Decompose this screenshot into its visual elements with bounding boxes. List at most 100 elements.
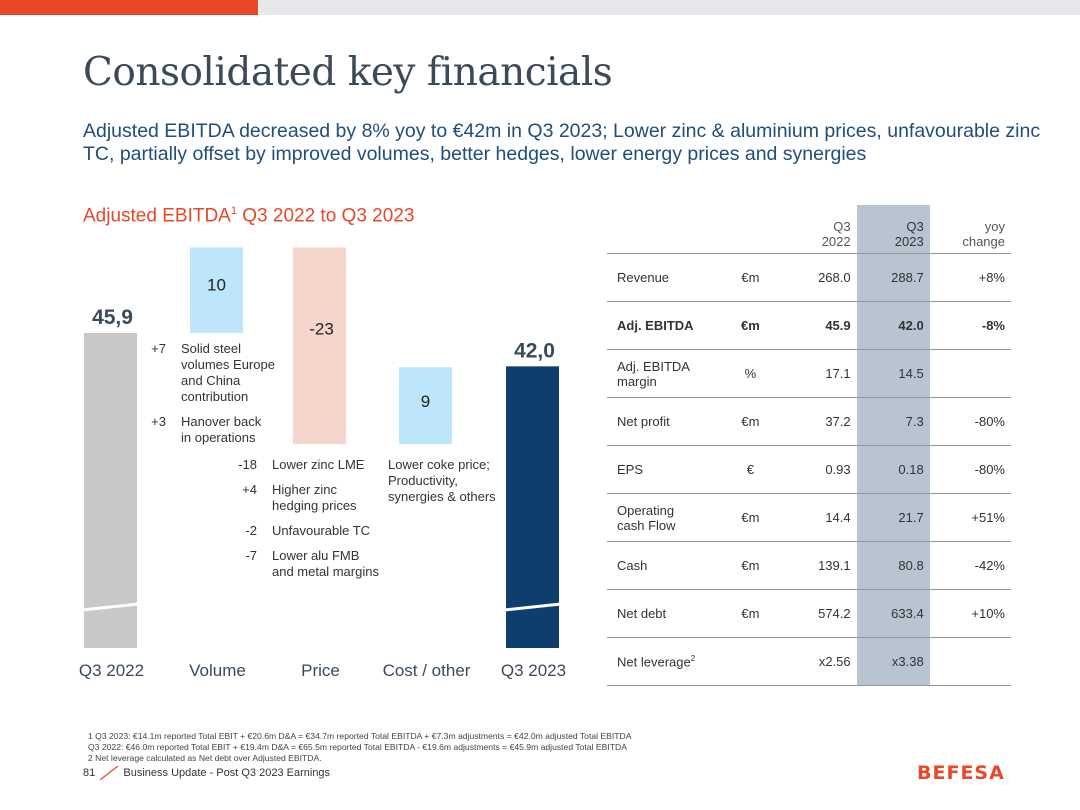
bar-cost-other — [399, 367, 452, 445]
row-label: Adj. EBITDA margin — [607, 349, 723, 398]
row-unit: €m — [722, 589, 779, 638]
row-unit: €m — [722, 253, 779, 302]
category-label-0: Q3 2022 — [79, 661, 144, 680]
row-unit — [722, 637, 779, 686]
row-label: Adj. EBITDA — [607, 301, 723, 350]
driver-text: Hanover back in operations — [181, 414, 262, 445]
row-q3-2022: 0.93 — [778, 445, 857, 494]
row-yoy-change: +8% — [929, 253, 1011, 302]
table-row: Net leverage2 x2.56 x3.38 — [607, 637, 1011, 686]
chart-title-rest: Q3 2022 to Q3 2023 — [236, 205, 415, 227]
row-q3-2023: 21.7 — [856, 493, 930, 542]
chart-title: Adjusted EBITDA1 Q3 2022 to Q3 2023 — [83, 205, 414, 227]
page-subtitle: Adjusted EBITDA decreased by 8% yoy to €… — [83, 120, 1041, 165]
row-q3-2022: 574.2 — [778, 589, 857, 638]
row-q3-2023: 42.0 — [856, 301, 930, 350]
category-label-1: Volume — [189, 661, 246, 680]
row-q3-2022: 139.1 — [778, 541, 857, 590]
footnote-1b: Q3 2022: €46.0m reported Total EBIT + €1… — [88, 742, 627, 752]
value-label-2: -23 — [309, 320, 334, 339]
bar-q3-2022 — [84, 333, 137, 648]
cost-note: Lower coke price; Productivity, synergies … — [388, 457, 496, 504]
table-row: Cash €m 139.1 80.8 -42% — [607, 541, 1011, 590]
category-label-2: Price — [301, 661, 340, 680]
befesa-logo: BEFESA — [917, 762, 1005, 784]
row-q3-2023: 7.3 — [856, 397, 930, 446]
row-label: Operating cash Flow — [607, 493, 723, 542]
row-yoy-change: +10% — [929, 589, 1011, 638]
driver-value: +3 — [151, 414, 166, 429]
row-unit: €m — [722, 301, 779, 350]
row-label: Net leverage2 — [607, 637, 723, 686]
header-yoy-change: yoy change — [929, 205, 1011, 254]
chart-title-main: Adjusted EBITDA — [83, 205, 231, 227]
row-yoy-change: +51% — [929, 493, 1011, 542]
row-label: EPS — [607, 445, 723, 494]
driver-value: -7 — [245, 548, 257, 563]
driver-text: Lower zinc LME — [272, 457, 365, 472]
category-label-4: Q3 2023 — [501, 661, 566, 680]
bar-price — [293, 247, 346, 445]
top-accent-bar — [0, 0, 258, 15]
row-label: Net profit — [607, 397, 723, 446]
driver-text: Solid steel volumes Europe and China contri… — [181, 341, 275, 404]
row-q3-2022: 268.0 — [778, 253, 857, 302]
footer-slash-icon — [99, 766, 119, 780]
bar-volume — [190, 247, 243, 333]
row-yoy-change — [929, 349, 1011, 398]
chart-title-footnote-marker: 1 — [230, 205, 237, 217]
row-q3-2022: 14.4 — [778, 493, 857, 542]
row-q3-2023: x3.38 — [856, 637, 930, 686]
table-row: EPS €0.93 0.18 -80% — [607, 445, 1011, 494]
row-q3-2022: x2.56 — [778, 637, 857, 686]
row-unit: €m — [722, 493, 779, 542]
row-q3-2023: 633.4 — [856, 589, 930, 638]
top-grey-bar — [258, 0, 1080, 15]
row-q3-2023: 288.7 — [856, 253, 930, 302]
value-label-0: 45,9 — [92, 306, 133, 329]
page-title: Consolidated key financials — [83, 50, 613, 95]
row-q3-2023: 14.5 — [856, 349, 930, 398]
row-unit: €m — [722, 397, 779, 446]
driver-value: +7 — [151, 341, 166, 356]
row-yoy-change: -80% — [929, 445, 1011, 494]
value-label-1: 10 — [207, 276, 226, 295]
row-label: Cash — [607, 541, 723, 590]
header-q3-2023: Q3 2023 — [856, 205, 930, 254]
table-row: Adj. EBITDA €m 45.9 42.0 -8% — [607, 301, 1011, 350]
header-unit — [722, 205, 779, 254]
driver-text: Higher zinc hedging prices — [272, 482, 357, 513]
footer-text: Business Update - Post Q3 2023 Earnings — [123, 766, 331, 779]
table-row: Net debt €m 574.2 633.4 +10% — [607, 589, 1011, 638]
row-q3-2022: 17.1 — [778, 349, 857, 398]
row-yoy-change — [929, 637, 1011, 686]
row-q3-2022: 37.2 — [778, 397, 857, 446]
key-financials-table: Q3 2022 Q3 2023 yoy change Revenue €m 268.0 28… — [607, 205, 1011, 686]
row-label: Revenue — [607, 253, 723, 302]
row-unit: % — [722, 349, 779, 398]
table-row: Revenue €m 268.0 288.7 +8% — [607, 253, 1011, 302]
row-yoy-change: -8% — [929, 301, 1011, 350]
footnote-2: 2 Net leverage calculated as Net debt ov… — [88, 753, 322, 763]
driver-value: +4 — [242, 482, 257, 497]
table-row: Operating cash Flow €m 14.4 21.7 +51% — [607, 493, 1011, 542]
driver-text: Lower alu FMB and metal margins — [272, 548, 379, 579]
row-q3-2023: 0.18 — [856, 445, 930, 494]
bar-q3-2023 — [506, 366, 559, 648]
footnotes: 1 Q3 2023: €14.1m reported Total EBIT + … — [88, 731, 631, 764]
value-label-4: 42,0 — [514, 339, 555, 362]
table-row: Net profit €m 37.2 7.3 -80% — [607, 397, 1011, 446]
value-label-3: 9 — [421, 392, 430, 411]
table-header-row: Q3 2022 Q3 2023 yoy change — [607, 205, 1011, 254]
footnote-1a: 1 Q3 2023: €14.1m reported Total EBIT + … — [88, 731, 632, 741]
row-label: Net debt — [607, 589, 723, 638]
header-q3-2022: Q3 2022 — [778, 205, 857, 254]
row-unit: € — [722, 445, 779, 494]
axis-break-mark — [503, 602, 562, 612]
page-number: 81 — [83, 766, 96, 779]
table-row: Adj. EBITDA margin% 17.1 14.5 — [607, 349, 1011, 398]
page-footer: 81 Business Update - Post Q3 2023 Earnin… — [83, 766, 330, 780]
header-label — [607, 205, 723, 254]
category-label-3: Cost / other — [383, 661, 471, 680]
